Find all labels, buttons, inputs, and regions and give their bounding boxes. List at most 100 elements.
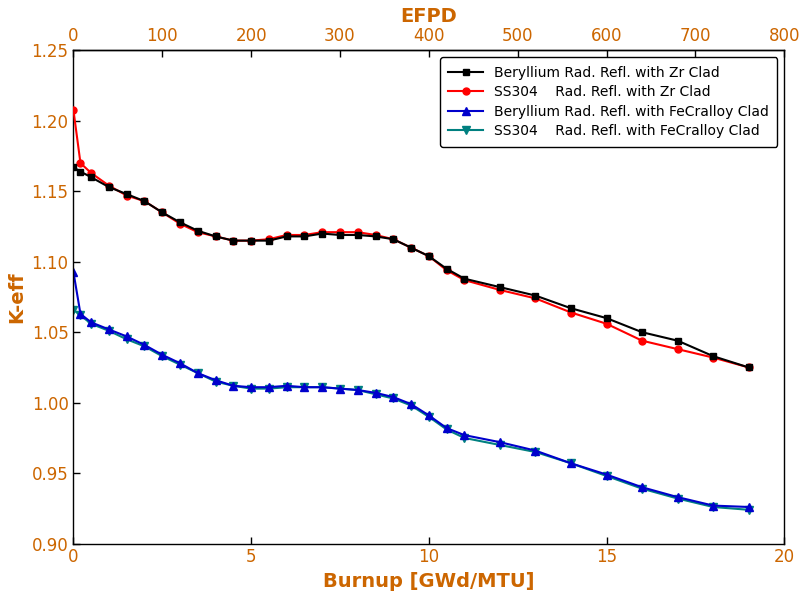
Beryllium Rad. Refl. with FeCralloy Clad [495, 438, 504, 446]
SS304    Rad. Refl. with FeCralloy Clad [299, 383, 309, 390]
SS304    Rad. Refl. with FeCralloy Clad [76, 312, 86, 319]
Beryllium Rad. Refl. with FeCralloy Clad [282, 382, 291, 389]
Beryllium Rad. Refl. with FeCralloy Clad [122, 333, 132, 340]
Beryllium Rad. Refl. with Zr Clad [567, 305, 576, 312]
Beryllium Rad. Refl. with FeCralloy Clad [140, 341, 149, 349]
SS304    Rad. Refl. with Zr Clad [69, 106, 78, 113]
Line: Beryllium Rad. Refl. with Zr Clad: Beryllium Rad. Refl. with Zr Clad [70, 164, 752, 371]
Beryllium Rad. Refl. with FeCralloy Clad [175, 359, 185, 367]
Beryllium Rad. Refl. with Zr Clad [744, 364, 754, 371]
Beryllium Rad. Refl. with FeCralloy Clad [353, 386, 362, 393]
Beryllium Rad. Refl. with Zr Clad [69, 164, 78, 171]
Beryllium Rad. Refl. with Zr Clad [388, 236, 398, 243]
Beryllium Rad. Refl. with Zr Clad [122, 191, 132, 198]
SS304    Rad. Refl. with FeCralloy Clad [531, 448, 541, 456]
SS304    Rad. Refl. with FeCralloy Clad [709, 504, 718, 511]
Beryllium Rad. Refl. with FeCralloy Clad [299, 383, 309, 390]
SS304    Rad. Refl. with Zr Clad [388, 236, 398, 243]
Beryllium Rad. Refl. with FeCralloy Clad [86, 319, 96, 326]
Beryllium Rad. Refl. with Zr Clad [673, 337, 683, 344]
Beryllium Rad. Refl. with Zr Clad [317, 230, 327, 237]
SS304    Rad. Refl. with FeCralloy Clad [673, 495, 683, 502]
SS304    Rad. Refl. with Zr Clad [76, 160, 86, 167]
Beryllium Rad. Refl. with Zr Clad [228, 237, 238, 244]
Beryllium Rad. Refl. with FeCralloy Clad [441, 425, 451, 432]
SS304    Rad. Refl. with Zr Clad [246, 237, 256, 244]
Beryllium Rad. Refl. with FeCralloy Clad [459, 432, 469, 439]
SS304    Rad. Refl. with FeCralloy Clad [211, 378, 220, 385]
SS304    Rad. Refl. with FeCralloy Clad [567, 460, 576, 467]
SS304    Rad. Refl. with FeCralloy Clad [193, 370, 203, 377]
SS304    Rad. Refl. with FeCralloy Clad [441, 426, 451, 433]
SS304    Rad. Refl. with Zr Clad [602, 320, 612, 327]
Beryllium Rad. Refl. with FeCralloy Clad [335, 385, 345, 392]
SS304    Rad. Refl. with Zr Clad [317, 228, 327, 236]
Beryllium Rad. Refl. with Zr Clad [424, 252, 433, 260]
SS304    Rad. Refl. with Zr Clad [228, 237, 238, 244]
SS304    Rad. Refl. with Zr Clad [282, 231, 291, 239]
SS304    Rad. Refl. with FeCralloy Clad [69, 306, 78, 313]
X-axis label: EFPD: EFPD [400, 7, 458, 26]
SS304    Rad. Refl. with FeCralloy Clad [246, 385, 256, 392]
SS304    Rad. Refl. with Zr Clad [122, 192, 132, 199]
SS304    Rad. Refl. with Zr Clad [353, 228, 362, 236]
Beryllium Rad. Refl. with Zr Clad [211, 233, 220, 240]
SS304    Rad. Refl. with FeCralloy Clad [122, 335, 132, 343]
SS304    Rad. Refl. with FeCralloy Clad [459, 434, 469, 441]
Beryllium Rad. Refl. with Zr Clad [246, 237, 256, 244]
Beryllium Rad. Refl. with Zr Clad [406, 244, 416, 251]
Line: Beryllium Rad. Refl. with FeCralloy Clad: Beryllium Rad. Refl. with FeCralloy Clad [69, 267, 753, 511]
SS304    Rad. Refl. with Zr Clad [744, 364, 754, 371]
SS304    Rad. Refl. with FeCralloy Clad [282, 383, 291, 390]
Beryllium Rad. Refl. with Zr Clad [709, 353, 718, 360]
Beryllium Rad. Refl. with Zr Clad [441, 266, 451, 273]
Beryllium Rad. Refl. with FeCralloy Clad [406, 401, 416, 408]
SS304    Rad. Refl. with FeCralloy Clad [86, 320, 96, 327]
SS304    Rad. Refl. with Zr Clad [140, 197, 149, 205]
Beryllium Rad. Refl. with Zr Clad [76, 168, 86, 175]
SS304    Rad. Refl. with Zr Clad [370, 231, 380, 239]
SS304    Rad. Refl. with FeCralloy Clad [228, 382, 238, 389]
Beryllium Rad. Refl. with Zr Clad [531, 292, 541, 299]
SS304    Rad. Refl. with FeCralloy Clad [424, 413, 433, 420]
SS304    Rad. Refl. with FeCralloy Clad [602, 472, 612, 480]
SS304    Rad. Refl. with FeCralloy Clad [104, 327, 114, 334]
Beryllium Rad. Refl. with FeCralloy Clad [602, 471, 612, 478]
Beryllium Rad. Refl. with Zr Clad [193, 227, 203, 234]
SS304    Rad. Refl. with FeCralloy Clad [264, 385, 274, 392]
SS304    Rad. Refl. with FeCralloy Clad [638, 485, 647, 492]
SS304    Rad. Refl. with Zr Clad [264, 236, 274, 243]
SS304    Rad. Refl. with FeCralloy Clad [370, 390, 380, 398]
SS304    Rad. Refl. with Zr Clad [495, 286, 504, 294]
SS304    Rad. Refl. with Zr Clad [175, 220, 185, 227]
SS304    Rad. Refl. with FeCralloy Clad [175, 361, 185, 368]
Beryllium Rad. Refl. with Zr Clad [282, 233, 291, 240]
Beryllium Rad. Refl. with FeCralloy Clad [531, 447, 541, 454]
SS304    Rad. Refl. with FeCralloy Clad [140, 343, 149, 350]
SS304    Rad. Refl. with Zr Clad [193, 228, 203, 236]
Beryllium Rad. Refl. with FeCralloy Clad [638, 484, 647, 491]
Beryllium Rad. Refl. with Zr Clad [459, 275, 469, 282]
Beryllium Rad. Refl. with Zr Clad [104, 184, 114, 191]
Beryllium Rad. Refl. with FeCralloy Clad [264, 383, 274, 390]
Beryllium Rad. Refl. with FeCralloy Clad [709, 502, 718, 509]
Beryllium Rad. Refl. with Zr Clad [264, 237, 274, 244]
Beryllium Rad. Refl. with FeCralloy Clad [69, 268, 78, 275]
Beryllium Rad. Refl. with FeCralloy Clad [193, 370, 203, 377]
SS304    Rad. Refl. with Zr Clad [673, 346, 683, 353]
SS304    Rad. Refl. with Zr Clad [531, 295, 541, 302]
Line: SS304    Rad. Refl. with Zr Clad: SS304 Rad. Refl. with Zr Clad [70, 106, 752, 371]
Beryllium Rad. Refl. with FeCralloy Clad [424, 412, 433, 419]
SS304    Rad. Refl. with FeCralloy Clad [353, 386, 362, 393]
Beryllium Rad. Refl. with Zr Clad [353, 231, 362, 239]
Beryllium Rad. Refl. with Zr Clad [157, 209, 167, 216]
SS304    Rad. Refl. with FeCralloy Clad [157, 353, 167, 360]
Y-axis label: K-eff: K-eff [7, 271, 26, 323]
X-axis label: Burnup [GWd/MTU]: Burnup [GWd/MTU] [323, 572, 534, 591]
Beryllium Rad. Refl. with FeCralloy Clad [104, 326, 114, 333]
SS304    Rad. Refl. with FeCralloy Clad [406, 402, 416, 409]
SS304    Rad. Refl. with Zr Clad [441, 267, 451, 274]
Beryllium Rad. Refl. with FeCralloy Clad [317, 383, 327, 390]
Beryllium Rad. Refl. with FeCralloy Clad [370, 389, 380, 396]
Beryllium Rad. Refl. with FeCralloy Clad [567, 460, 576, 467]
